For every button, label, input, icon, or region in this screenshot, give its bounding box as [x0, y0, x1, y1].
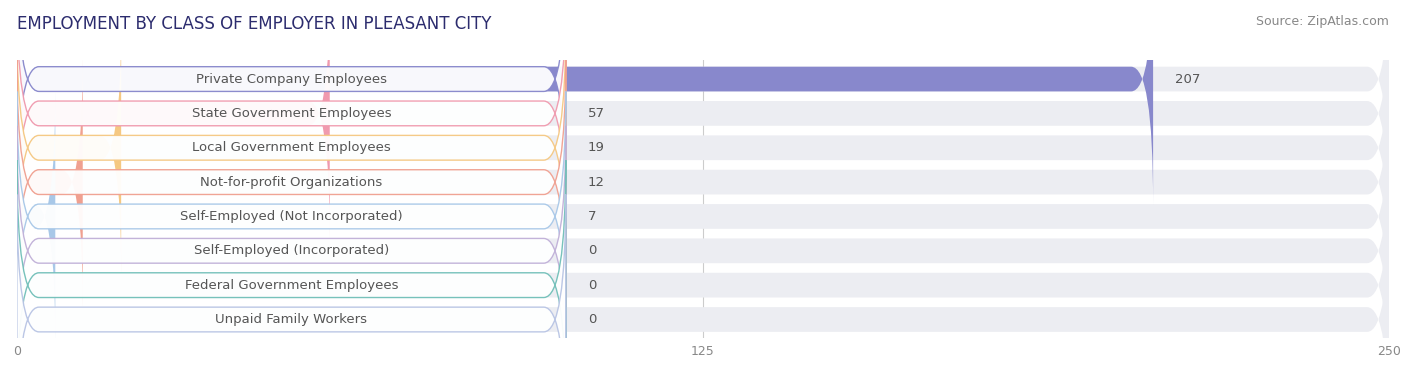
FancyBboxPatch shape	[17, 0, 1389, 204]
Text: EMPLOYMENT BY CLASS OF EMPLOYER IN PLEASANT CITY: EMPLOYMENT BY CLASS OF EMPLOYER IN PLEAS…	[17, 15, 491, 33]
Text: Source: ZipAtlas.com: Source: ZipAtlas.com	[1256, 15, 1389, 28]
FancyBboxPatch shape	[17, 160, 565, 376]
Text: 57: 57	[588, 107, 605, 120]
FancyBboxPatch shape	[17, 91, 565, 341]
FancyBboxPatch shape	[17, 0, 565, 238]
Text: Private Company Employees: Private Company Employees	[195, 73, 387, 86]
Text: 0: 0	[588, 279, 596, 292]
Text: 0: 0	[588, 313, 596, 326]
Text: Federal Government Employees: Federal Government Employees	[184, 279, 398, 292]
FancyBboxPatch shape	[17, 23, 565, 273]
FancyBboxPatch shape	[17, 126, 1389, 376]
FancyBboxPatch shape	[17, 57, 83, 307]
FancyBboxPatch shape	[17, 126, 565, 376]
Text: 12: 12	[588, 176, 605, 189]
FancyBboxPatch shape	[17, 194, 1389, 376]
Text: 7: 7	[588, 210, 596, 223]
FancyBboxPatch shape	[17, 57, 1389, 307]
Text: 0: 0	[588, 244, 596, 257]
FancyBboxPatch shape	[17, 0, 1389, 238]
FancyBboxPatch shape	[17, 0, 565, 204]
FancyBboxPatch shape	[17, 91, 1389, 341]
Text: 19: 19	[588, 141, 605, 154]
FancyBboxPatch shape	[17, 0, 330, 238]
Text: Local Government Employees: Local Government Employees	[193, 141, 391, 154]
FancyBboxPatch shape	[17, 194, 565, 376]
Text: Unpaid Family Workers: Unpaid Family Workers	[215, 313, 367, 326]
Text: Not-for-profit Organizations: Not-for-profit Organizations	[200, 176, 382, 189]
FancyBboxPatch shape	[17, 91, 55, 341]
Text: Self-Employed (Incorporated): Self-Employed (Incorporated)	[194, 244, 389, 257]
Text: State Government Employees: State Government Employees	[191, 107, 391, 120]
Text: Self-Employed (Not Incorporated): Self-Employed (Not Incorporated)	[180, 210, 402, 223]
Text: 207: 207	[1175, 73, 1201, 86]
FancyBboxPatch shape	[17, 160, 1389, 376]
FancyBboxPatch shape	[17, 23, 1389, 273]
FancyBboxPatch shape	[17, 0, 1153, 204]
FancyBboxPatch shape	[17, 23, 121, 273]
FancyBboxPatch shape	[17, 57, 565, 307]
